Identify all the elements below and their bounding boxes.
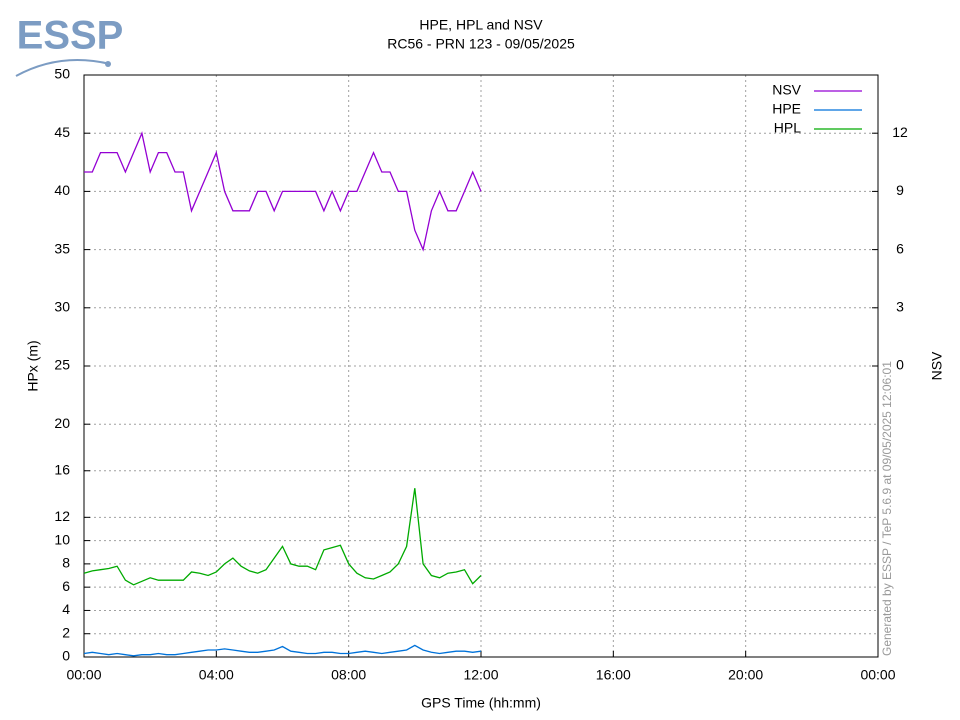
legend-label: NSV xyxy=(772,82,801,98)
y-tick-label: 16 xyxy=(54,461,70,477)
x-tick-label: 12:00 xyxy=(463,667,498,683)
credit: Generated by ESSP / TeP 5.6.9 at 09/05/2… xyxy=(880,361,894,656)
y-tick-label: 35 xyxy=(54,240,70,256)
x-tick-label: 04:00 xyxy=(199,667,234,683)
y-tick-label: 10 xyxy=(54,531,70,547)
logo-arc xyxy=(15,59,111,77)
y-tick-label: 8 xyxy=(62,555,70,571)
plot-frame xyxy=(83,74,879,658)
y2-tick-label: 9 xyxy=(896,182,904,198)
y-tick-label: 4 xyxy=(62,601,70,617)
y-tick-label: 0 xyxy=(62,648,70,664)
y-tick-label: 45 xyxy=(54,124,70,140)
x-tick-label: 00:00 xyxy=(66,667,101,683)
y-tick-label: 20 xyxy=(54,415,70,431)
chart-subtitle: RC56 - PRN 123 - 09/05/2025 xyxy=(387,36,575,52)
y2-tick-label: 3 xyxy=(896,299,904,315)
y2-tick-label: 12 xyxy=(892,124,908,140)
x-tick-label: 08:00 xyxy=(331,667,366,683)
x-tick-label: 00:00 xyxy=(860,667,895,683)
series-line xyxy=(83,488,482,586)
legend-label: HPL xyxy=(774,120,801,136)
series-line xyxy=(83,644,482,657)
y-tick-label: 2 xyxy=(62,624,70,640)
x-axis-label: GPS Time (hh:mm) xyxy=(421,695,541,711)
logo: ESSP xyxy=(17,14,124,58)
y-tick-label: 30 xyxy=(54,299,70,315)
y-tick-label: 6 xyxy=(62,578,70,594)
x-tick-label: 16:00 xyxy=(596,667,631,683)
y-tick-label: 40 xyxy=(54,182,70,198)
y-axis-label: HPx (m) xyxy=(25,340,41,391)
y2-tick-label: 6 xyxy=(896,240,904,256)
logo-dot xyxy=(105,61,111,67)
legend-label: HPE xyxy=(772,101,801,117)
y2-tick-label: 0 xyxy=(896,357,904,373)
series-line xyxy=(84,131,482,252)
y-tick-label: 25 xyxy=(54,357,70,373)
y-tick-label: 12 xyxy=(54,508,70,524)
chart-title: HPE, HPL and NSV xyxy=(419,17,543,33)
y2-axis-label: NSV xyxy=(929,351,945,380)
x-tick-label: 20:00 xyxy=(728,667,763,683)
y-tick-label: 50 xyxy=(54,66,70,82)
